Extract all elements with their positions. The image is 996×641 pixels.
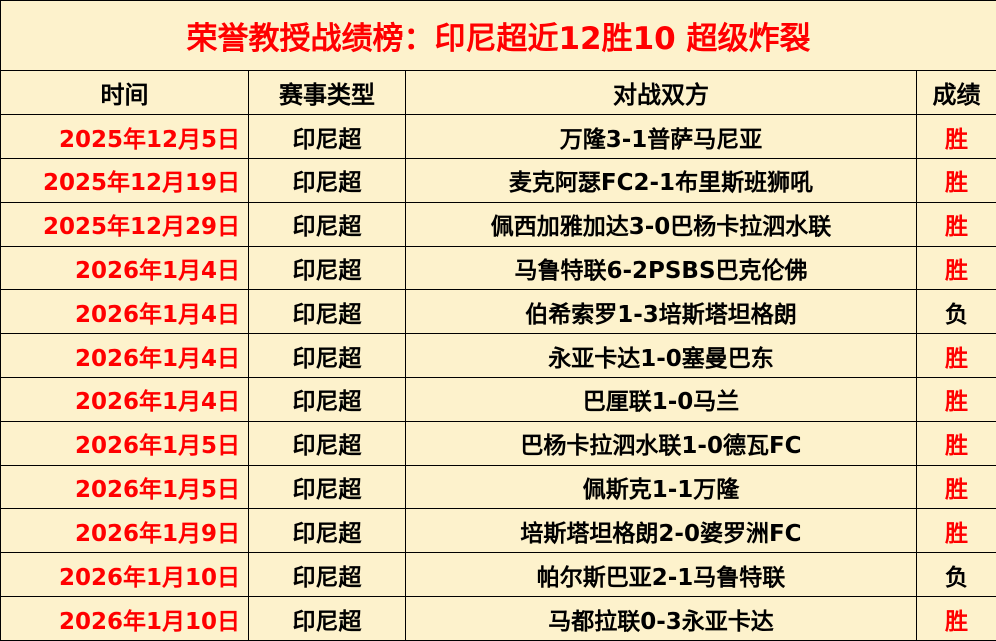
- result-cell: 胜: [915, 596, 996, 641]
- date-cell: 2026年1月10日: [0, 596, 249, 641]
- result-cell: 胜: [915, 245, 996, 291]
- table-row: 2026年1月9日 印尼超 培斯塔坦格朗2-0婆罗洲FC 胜: [0, 508, 996, 554]
- table-row: 2026年1月4日 印尼超 巴厘联1-0马兰胜: [0, 377, 996, 422]
- table-row: 2026年1月10日 印尼超 马都拉联0-3永亚卡达胜: [0, 596, 996, 641]
- result-cell: 胜: [915, 508, 996, 554]
- date-cell: 2025年12月5日: [0, 114, 249, 159]
- table-row: 2025年12月5日 印尼超 万隆3-1普萨马尼亚胜: [0, 114, 996, 159]
- header-result: 成绩: [915, 70, 996, 116]
- date-cell: 2026年1月10日: [0, 552, 249, 598]
- result-cell: 胜: [915, 157, 996, 203]
- date-cell: 2026年1月4日: [0, 377, 249, 422]
- date-cell: 2026年1月4日: [0, 245, 249, 291]
- result-cell: 负: [915, 552, 996, 598]
- match-cell: 巴杨卡拉泗水联1-0德瓦FC: [405, 420, 917, 466]
- date-cell: 2025年12月19日: [0, 157, 249, 203]
- match-cell: 马鲁特联6-2PSBS巴克伦佛: [405, 245, 917, 291]
- result-cell: 胜: [915, 201, 996, 247]
- result-cell: 胜: [915, 420, 996, 466]
- league-cell: 印尼超: [248, 201, 406, 247]
- header-date: 时间: [0, 70, 249, 116]
- table-row: 2026年1月5日 印尼超 巴杨卡拉泗水联1-0德瓦FC 胜: [0, 420, 996, 466]
- league-cell: 印尼超: [248, 245, 406, 291]
- match-cell: 佩西加雅加达3-0巴杨卡拉泗水联: [405, 201, 917, 247]
- date-cell: 2026年1月9日: [0, 508, 249, 554]
- match-cell: 万隆3-1普萨马尼亚: [405, 114, 917, 159]
- match-cell: 马都拉联0-3永亚卡达: [405, 596, 917, 641]
- table-row: 2026年1月4日 印尼超 永亚卡达1-0塞曼巴东胜: [0, 333, 996, 378]
- table-row: 2026年1月4日 印尼超 马鲁特联6-2PSBS巴克伦佛胜: [0, 245, 996, 291]
- date-cell: 2026年1月4日: [0, 289, 249, 335]
- result-cell: 胜: [915, 114, 996, 159]
- match-cell: 帕尔斯巴亚2-1马鲁特联: [405, 552, 917, 598]
- match-cell: 巴厘联1-0马兰: [405, 377, 917, 422]
- result-cell: 胜: [915, 333, 996, 378]
- league-cell: 印尼超: [248, 508, 406, 554]
- date-cell: 2026年1月5日: [0, 420, 249, 466]
- page-title: 荣誉教授战绩榜：印尼超近12胜10 超级炸裂: [0, 0, 996, 72]
- result-cell: 负: [915, 289, 996, 335]
- date-cell: 2026年1月4日: [0, 333, 249, 378]
- table-row: 2025年12月29日 印尼超 佩西加雅加达3-0巴杨卡拉泗水联胜: [0, 201, 996, 247]
- league-cell: 印尼超: [248, 552, 406, 598]
- header-match: 对战双方: [405, 70, 917, 116]
- header-league: 赛事类型: [248, 70, 406, 116]
- league-cell: 印尼超: [248, 333, 406, 378]
- league-cell: 印尼超: [248, 289, 406, 335]
- table-row: 2026年1月10日 印尼超 帕尔斯巴亚2-1马鲁特联负: [0, 552, 996, 598]
- match-cell: 伯希索罗1-3培斯塔坦格朗: [405, 289, 917, 335]
- league-cell: 印尼超: [248, 420, 406, 466]
- league-cell: 印尼超: [248, 377, 406, 422]
- match-cell: 永亚卡达1-0塞曼巴东: [405, 333, 917, 378]
- date-cell: 2026年1月5日: [0, 464, 249, 510]
- table-row: 2026年1月5日 印尼超 佩斯克1-1万隆胜: [0, 464, 996, 510]
- result-cell: 胜: [915, 464, 996, 510]
- match-cell: 培斯塔坦格朗2-0婆罗洲FC: [405, 508, 917, 554]
- table-row: 2026年1月4日 印尼超 伯希索罗1-3培斯塔坦格朗负: [0, 289, 996, 335]
- header-row: 时间 赛事类型 对战双方 成绩: [0, 70, 996, 116]
- date-cell: 2025年12月29日: [0, 201, 249, 247]
- match-cell: 麦克阿瑟FC2-1布里斯班狮吼: [405, 157, 917, 203]
- league-cell: 印尼超: [248, 464, 406, 510]
- match-cell: 佩斯克1-1万隆: [405, 464, 917, 510]
- league-cell: 印尼超: [248, 114, 406, 159]
- result-cell: 胜: [915, 377, 996, 422]
- title-row: 荣誉教授战绩榜：印尼超近12胜10 超级炸裂: [0, 0, 996, 72]
- league-cell: 印尼超: [248, 157, 406, 203]
- table-row: 2025年12月19日 印尼超 麦克阿瑟FC2-1布里斯班狮吼胜: [0, 157, 996, 203]
- league-cell: 印尼超: [248, 596, 406, 641]
